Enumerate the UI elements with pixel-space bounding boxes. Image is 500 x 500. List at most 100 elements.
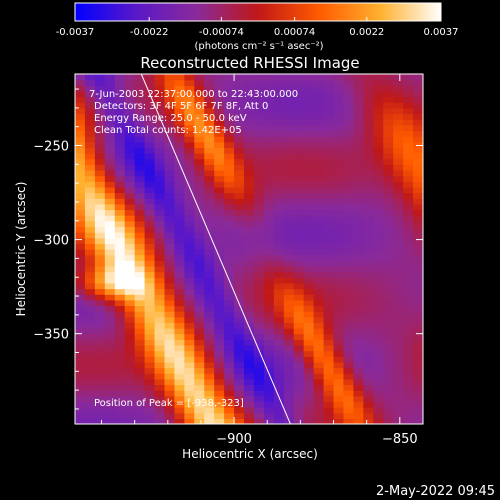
colorbar-ticks: -0.0037 -0.0022 -0.00074 0.00074 0.0022 0.003…: [56, 17, 459, 38]
heatmap-cell: [114, 367, 126, 374]
heatmap-cell: [124, 192, 136, 199]
heatmap-cell: [234, 158, 245, 165]
heatmap-cell: [104, 85, 116, 92]
heatmap-cell: [114, 322, 126, 329]
heatmap-cell: [114, 390, 126, 397]
heatmap-cell: [373, 102, 384, 109]
heatmap-cell: [164, 361, 176, 369]
heatmap-cell: [194, 282, 205, 290]
heatmap-cell: [303, 186, 315, 194]
heatmap-cell: [204, 147, 215, 154]
heatmap-cell: [283, 333, 295, 340]
heatmap-cell: [154, 203, 166, 211]
heatmap-cell: [154, 158, 166, 165]
heatmap-cell: [194, 186, 205, 194]
heatmap-cell: [75, 124, 86, 132]
heatmap-cell: [84, 249, 96, 256]
heatmap-cell: [124, 209, 136, 216]
heatmap-cell: [253, 226, 265, 233]
heatmap-cell: [124, 107, 136, 115]
heatmap-cell: [114, 136, 126, 143]
heatmap-cell: [333, 361, 345, 369]
heatmap-cell: [134, 288, 146, 295]
heatmap-cell: [104, 124, 116, 132]
heatmap-cell: [353, 288, 364, 295]
heatmap-cell: [333, 344, 345, 352]
heatmap-cell: [303, 339, 315, 346]
y-tick-label: −250: [33, 140, 69, 155]
heatmap-cell: [84, 220, 96, 228]
heatmap-cell: [283, 130, 295, 137]
heatmap-cell: [353, 384, 364, 391]
heatmap-cell: [134, 237, 146, 244]
heatmap-cell: [194, 373, 205, 380]
heatmap-cell: [283, 378, 295, 386]
heatmap-cell: [343, 350, 354, 357]
heatmap-cell: [184, 158, 195, 165]
heatmap-cell: [303, 85, 315, 92]
heatmap-cell: [333, 192, 345, 199]
heatmap-cell: [403, 119, 414, 126]
heatmap-cell: [303, 294, 315, 301]
heatmap-cell: [293, 158, 305, 165]
heatmap-cell: [154, 79, 166, 86]
heatmap-cell: [114, 271, 126, 278]
heatmap-cell: [154, 373, 166, 380]
heatmap-cell: [393, 344, 404, 352]
heatmap-cell: [224, 333, 235, 340]
heatmap-cell: [353, 299, 364, 307]
heatmap-cell: [303, 141, 315, 148]
heatmap-cell: [124, 141, 136, 148]
heatmap-cell: [393, 198, 404, 205]
heatmap-cell: [134, 412, 146, 419]
heatmap-cell: [214, 288, 225, 295]
heatmap-cell: [154, 418, 166, 424]
heatmap-cell: [94, 294, 106, 301]
heatmap-cell: [84, 141, 96, 148]
heatmap-cell: [413, 282, 423, 290]
heatmap-cell: [224, 147, 235, 154]
heatmap-cell: [403, 130, 414, 137]
heatmap-cell: [273, 74, 285, 81]
heatmap-cell: [313, 85, 325, 92]
heatmap-cell: [263, 153, 275, 160]
heatmap-cell: [383, 373, 394, 380]
heatmap-cell: [283, 356, 295, 363]
heatmap-cell: [84, 198, 96, 205]
heatmap-cell: [273, 288, 285, 295]
heatmap-cell: [75, 130, 86, 137]
heatmap-cell: [413, 249, 423, 256]
heatmap-cell: [333, 232, 345, 239]
heatmap-cell: [293, 260, 305, 267]
heatmap-cell: [104, 373, 116, 380]
heatmap-cell: [343, 294, 354, 301]
heatmap-cell: [214, 203, 225, 211]
heatmap-cell: [283, 254, 295, 261]
heatmap-cell: [393, 412, 404, 419]
heatmap-cell: [214, 282, 225, 290]
heatmap-cell: [283, 390, 295, 397]
heatmap-cell: [224, 361, 235, 369]
heatmap-cell: [244, 299, 255, 307]
heatmap-cell: [413, 356, 423, 363]
heatmap-cell: [293, 282, 305, 290]
heatmap-cell: [224, 153, 235, 160]
heatmap-cell: [184, 107, 195, 115]
heatmap-cell: [323, 74, 335, 81]
heatmap-cell: [214, 169, 225, 177]
heatmap-cell: [204, 356, 215, 363]
heatmap-cell: [214, 361, 225, 369]
heatmap-cell: [373, 215, 384, 222]
heatmap-cell: [413, 136, 423, 143]
heatmap-cell: [234, 79, 245, 86]
heatmap-cell: [75, 390, 86, 397]
heatmap-cell: [383, 79, 394, 86]
heatmap-cell: [253, 265, 265, 273]
heatmap-cell: [413, 209, 423, 216]
heatmap-cell: [194, 175, 205, 182]
heatmap-cell: [234, 390, 245, 397]
heatmap-cell: [114, 107, 126, 115]
heatmap-cell: [94, 288, 106, 295]
heatmap-cell: [144, 328, 156, 335]
heatmap-cell: [174, 209, 185, 216]
